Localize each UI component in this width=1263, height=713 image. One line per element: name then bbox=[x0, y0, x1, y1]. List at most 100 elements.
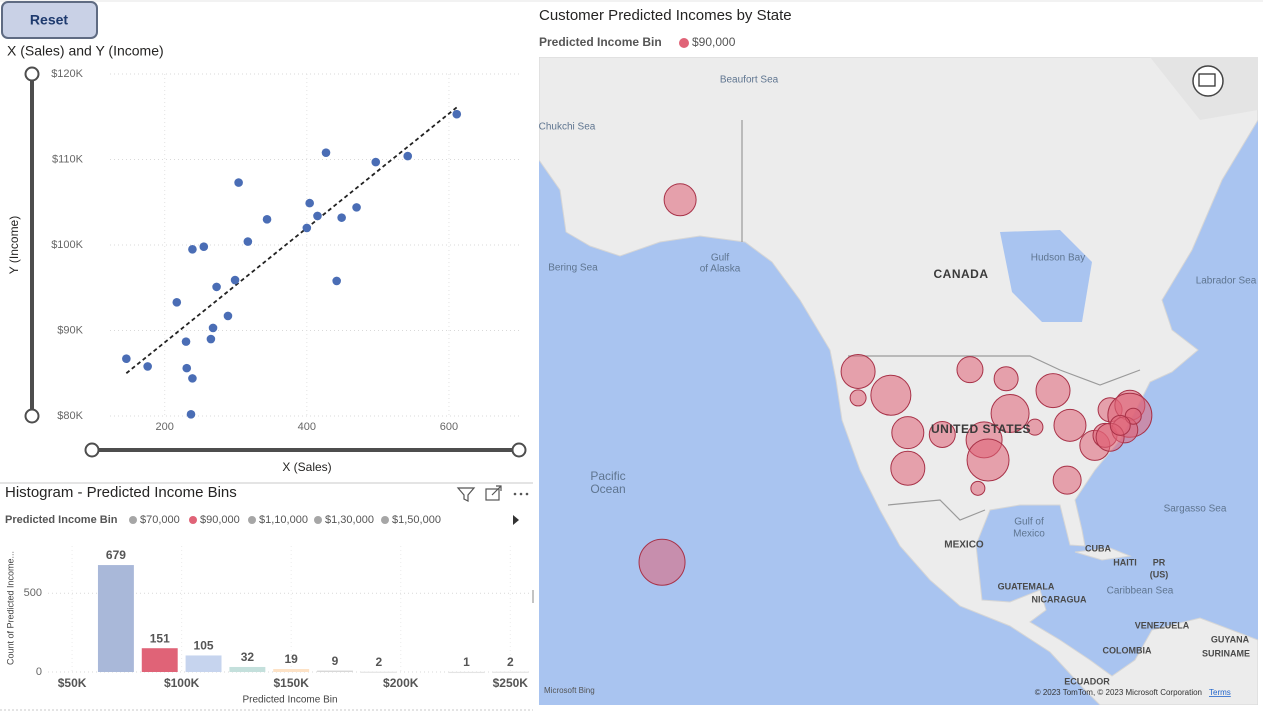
y-tick-label: $110K bbox=[52, 153, 84, 165]
scatter-title: X (Sales) and Y (Income) bbox=[7, 43, 164, 59]
bubble bbox=[1052, 465, 1082, 495]
map-title: Customer Predicted Incomes by State bbox=[539, 7, 792, 24]
data-label: 2 bbox=[375, 655, 382, 669]
y-tick-label: $120K bbox=[51, 68, 83, 80]
legend-label[interactable]: $1,30,000 bbox=[325, 514, 374, 526]
data-label: 151 bbox=[150, 631, 170, 645]
x-tick-label: $250K bbox=[493, 676, 529, 690]
dot[interactable] bbox=[513, 492, 517, 496]
y-axis-title: Y (Income) bbox=[7, 216, 21, 274]
bar bbox=[185, 655, 222, 672]
legend-label[interactable]: $90,000 bbox=[692, 35, 736, 49]
x-tick-label: 400 bbox=[298, 421, 316, 433]
slider-handle[interactable] bbox=[84, 442, 100, 458]
legend-marker bbox=[381, 516, 389, 524]
map-label: Ocean bbox=[590, 482, 625, 496]
focus-icon-shape[interactable] bbox=[485, 488, 500, 501]
y-tick-label: $80K bbox=[57, 410, 83, 422]
map-label: CANADA bbox=[934, 267, 989, 281]
map-focus-button[interactable] bbox=[1192, 65, 1224, 97]
focus-icon-arrow[interactable] bbox=[491, 485, 502, 496]
scatter-point bbox=[352, 203, 361, 212]
data-label: 105 bbox=[194, 639, 214, 653]
histogram-title: Histogram - Predicted Income Bins bbox=[5, 484, 237, 501]
map-focus-icon[interactable] bbox=[1198, 73, 1216, 87]
map-bubbles bbox=[638, 183, 1153, 586]
scatter-point bbox=[230, 275, 240, 285]
filter-icon-shape[interactable] bbox=[456, 487, 476, 502]
y-range-slider[interactable] bbox=[24, 66, 40, 424]
attribution: © 2023 TomTom, © 2023 Microsoft Corporat… bbox=[1035, 688, 1202, 697]
map-label: GUYANA bbox=[1211, 634, 1250, 644]
legend-label[interactable]: $1,50,000 bbox=[392, 514, 441, 526]
bar bbox=[141, 648, 178, 672]
scatter-point bbox=[143, 362, 152, 371]
map-label: (US) bbox=[1150, 569, 1169, 579]
bubble bbox=[990, 393, 1030, 433]
map-label: GUATEMALA bbox=[998, 581, 1055, 591]
map-labels: Beaufort Sea Chukchi Sea Bering Sea Gulf… bbox=[539, 75, 1257, 687]
bubble bbox=[1109, 414, 1131, 436]
terms-link[interactable]: Terms bbox=[1209, 688, 1231, 697]
scatter-point bbox=[172, 297, 182, 307]
border bbox=[848, 355, 1141, 386]
scatter-point bbox=[208, 323, 218, 333]
reset-button-bg[interactable] bbox=[1, 1, 98, 39]
legend-marker bbox=[129, 516, 137, 524]
x-range-slider[interactable] bbox=[84, 442, 527, 458]
legend-label[interactable]: $70,000 bbox=[140, 514, 180, 526]
reset-button-label[interactable]: Reset bbox=[30, 12, 68, 28]
map-focus-circle[interactable] bbox=[1192, 65, 1224, 97]
scatter-point bbox=[321, 148, 331, 157]
map-label: Hudson Bay bbox=[1031, 253, 1085, 264]
more-options[interactable] bbox=[513, 492, 529, 496]
dot[interactable] bbox=[519, 492, 523, 496]
bubble bbox=[890, 450, 926, 486]
scatter-point bbox=[313, 211, 322, 221]
map-label: Sargasso Sea bbox=[1164, 504, 1227, 515]
focus-icon[interactable] bbox=[485, 485, 502, 501]
bubble bbox=[1053, 408, 1087, 442]
scatter-point bbox=[188, 374, 197, 383]
data-label: 679 bbox=[106, 548, 126, 562]
slider-handle[interactable] bbox=[24, 66, 40, 82]
legend-label[interactable]: $90,000 bbox=[200, 514, 240, 526]
reset-button[interactable]: Reset bbox=[1, 1, 98, 39]
x-tick-label: $150K bbox=[274, 676, 310, 690]
map-label: Caribbean Sea bbox=[1107, 586, 1174, 597]
data-label: 19 bbox=[285, 652, 299, 666]
map-label: SURINAME bbox=[1202, 648, 1250, 658]
dot[interactable] bbox=[525, 492, 529, 496]
legend-label[interactable]: $1,10,000 bbox=[259, 514, 308, 526]
slider-handle[interactable] bbox=[24, 408, 40, 424]
x-tick-label: $200K bbox=[383, 676, 419, 690]
scatter-point bbox=[243, 237, 253, 246]
slider-handle[interactable] bbox=[511, 442, 527, 458]
scatter-point bbox=[452, 109, 462, 119]
bar bbox=[492, 671, 529, 673]
legend-title: Predicted Income Bin bbox=[539, 35, 662, 49]
map-label: HAITI bbox=[1113, 557, 1137, 567]
map-label: VENEZUELA bbox=[1135, 620, 1190, 630]
y-tick-label: 500 bbox=[24, 587, 42, 599]
bar bbox=[97, 565, 134, 672]
map-label: Bering Sea bbox=[548, 263, 598, 274]
scatter-point bbox=[122, 354, 131, 364]
bubble bbox=[956, 356, 984, 384]
legend-marker bbox=[248, 516, 256, 524]
scatter-point bbox=[337, 213, 346, 222]
x-tick-label: 600 bbox=[440, 421, 458, 433]
scatter-point bbox=[212, 282, 221, 292]
x-tick-label: 200 bbox=[156, 421, 174, 433]
y-tick-label: 0 bbox=[36, 666, 42, 678]
data-label: 9 bbox=[332, 654, 339, 668]
data-label: 1 bbox=[463, 655, 470, 669]
scatter-point bbox=[186, 409, 196, 419]
map-label: Beaufort Sea bbox=[720, 75, 779, 86]
attribution: Microsoft Bing bbox=[544, 686, 595, 695]
scatter-point bbox=[181, 337, 191, 346]
y-axis-title: Count of Predicted Income... bbox=[5, 551, 15, 665]
map-label: MEXICO bbox=[944, 540, 984, 551]
filter-icon[interactable] bbox=[456, 487, 476, 502]
legend-scroll-arrow[interactable] bbox=[513, 515, 519, 525]
